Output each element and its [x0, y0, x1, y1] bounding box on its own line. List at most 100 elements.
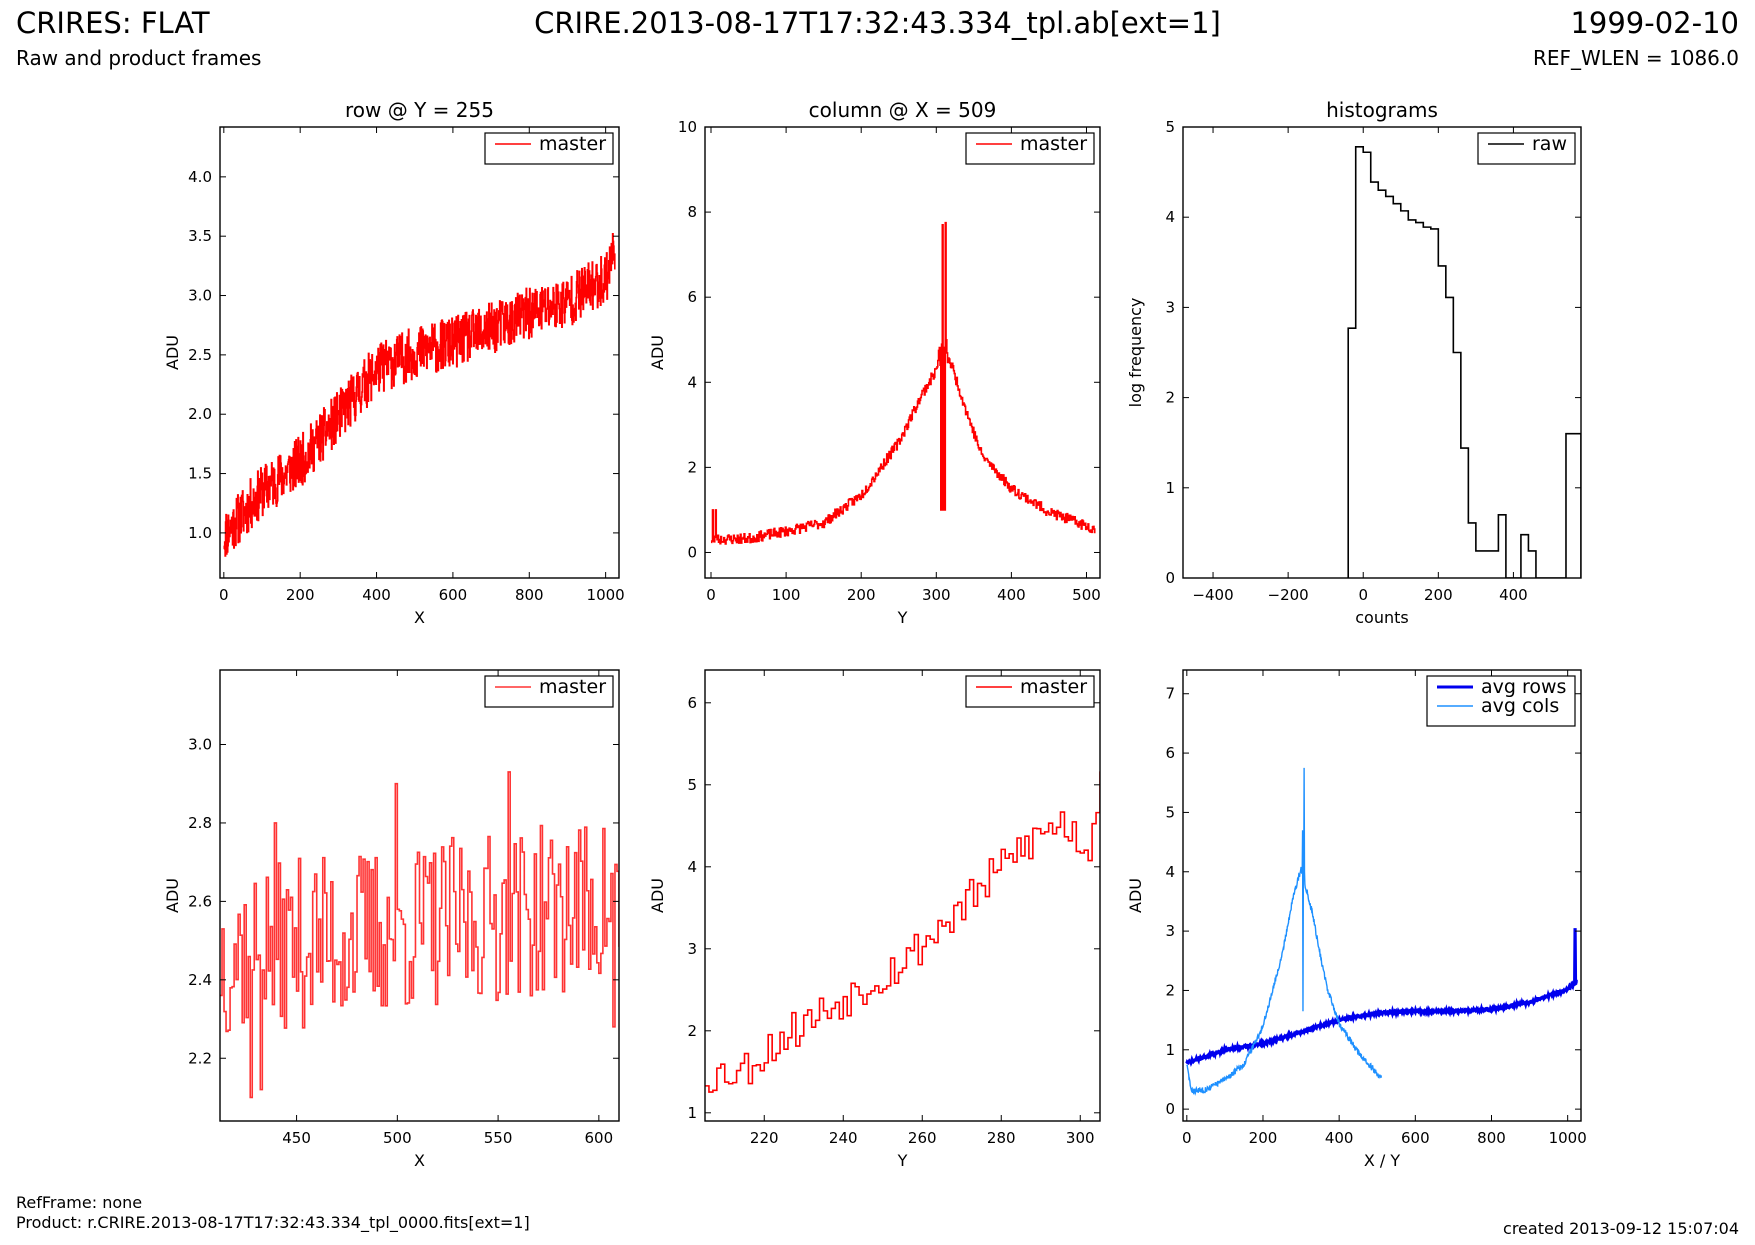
chart-row-zoom: 450 500 550 600 2.2 2.4 2.6 2.8 3.0 X ADU master: [163, 669, 620, 1170]
legend-label: master: [539, 133, 606, 155]
y-tick-label: 0: [1165, 1100, 1175, 1118]
y-axis-label: ADU: [163, 335, 182, 370]
x-tick-label: 200: [1424, 586, 1453, 604]
x-axis-label: Y: [897, 1151, 908, 1170]
x-tick-label: 450: [282, 1129, 311, 1147]
histogram-bin: [1423, 227, 1431, 578]
y-tick-label: 10: [678, 118, 697, 136]
x-tick-label: 220: [750, 1129, 779, 1147]
y-tick-label: 4: [1165, 863, 1175, 881]
x-tick-label: 200: [286, 586, 315, 604]
x-tick-label: 0: [1358, 586, 1368, 604]
legend: master: [965, 132, 1095, 165]
y-tick-label: 1.0: [188, 524, 212, 542]
histogram-bin: [1348, 328, 1356, 578]
legend-box: [484, 675, 614, 708]
histogram-bin: [1438, 266, 1446, 578]
histogram-bin: [1528, 551, 1536, 578]
x-tick-label: 240: [829, 1129, 858, 1147]
plot-frame: [1182, 669, 1582, 1122]
histogram-bin: [1378, 190, 1386, 578]
histogram-bin: [1566, 434, 1574, 578]
x-axis-label: X: [414, 608, 425, 627]
legend: master: [484, 675, 614, 708]
plot-area: [220, 771, 619, 1099]
x-tick-label: −200: [1268, 586, 1309, 604]
product-label: Product: r.CRIRE.2013-08-17T17:32:43.334…: [16, 1213, 530, 1232]
series-line-avg-rows: [1185, 928, 1579, 1068]
series-line-avg-cols: [1186, 767, 1383, 1096]
legend: master: [484, 132, 614, 165]
legend-label: raw: [1532, 133, 1567, 155]
x-tick-label: 0: [706, 586, 716, 604]
y-tick-label: 2: [687, 1022, 697, 1040]
y-tick-label: 1: [1165, 1041, 1175, 1059]
plot-area: [1185, 767, 1579, 1096]
histogram-bin: [1461, 448, 1469, 578]
y-tick-label: 1: [687, 1104, 697, 1122]
y-tick-label: 4: [1165, 208, 1175, 226]
histogram-bin: [1498, 515, 1506, 578]
x-axis-label: Y: [897, 608, 908, 627]
x-tick-label: −400: [1192, 586, 1233, 604]
chart-title: histograms: [1326, 98, 1438, 122]
plot-frame: [219, 669, 620, 1122]
legend-label: master: [1020, 133, 1087, 155]
y-tick-label: 2: [1165, 981, 1175, 999]
histogram-bin: [1468, 523, 1476, 578]
histogram-bin: [1483, 551, 1491, 578]
y-tick-label: 1.5: [188, 465, 212, 483]
x-tick-label: 260: [908, 1129, 937, 1147]
x-tick-label: 200: [847, 586, 876, 604]
chart-row-full: 0 200 400 600 800 1000 1.0 1.5 2.0 2.5 3.0 3.5 4.0 ro…: [163, 98, 625, 627]
histogram-bin: [1401, 211, 1409, 578]
legend-box: [1477, 132, 1576, 165]
legend-box: [965, 675, 1095, 708]
x-tick-label: 400: [1499, 586, 1528, 604]
plot-area: [705, 771, 1100, 1093]
x-tick-label: 400: [362, 586, 391, 604]
histogram-bin: [1386, 196, 1394, 578]
x-tick-label: 800: [1477, 1129, 1506, 1147]
series-line-master: [223, 232, 616, 557]
y-tick-label: 3: [1165, 298, 1175, 316]
series-line-master: [705, 771, 1100, 1093]
histogram-outline: [1347, 146, 1581, 578]
page-subtitle: Raw and product frames: [16, 46, 262, 70]
histogram-bin: [1453, 353, 1461, 579]
x-tick-label: 280: [987, 1129, 1016, 1147]
histogram-bin: [1416, 223, 1424, 578]
x-tick-label: 600: [439, 586, 468, 604]
chart-col-zoom: 220 240 260 280 300 1 2 3 4 5 6 Y ADU master: [648, 669, 1101, 1170]
series-line-master: [710, 221, 1096, 545]
y-tick-label: 6: [1165, 744, 1175, 762]
histogram-bin: [1363, 152, 1371, 578]
y-tick-label: 0: [1165, 569, 1175, 587]
x-tick-label: 0: [1182, 1129, 1192, 1147]
observation-date: 1999-02-10: [1570, 6, 1739, 40]
page-title: CRIRES: FLAT: [16, 6, 210, 40]
y-tick-label: 4: [687, 858, 697, 876]
x-tick-label: 100: [772, 586, 801, 604]
chart-histogram: −400 −200 0 200 400 0 1 2 3 4 5 histograms counts log…: [1126, 98, 1582, 627]
histogram-bin: [1408, 220, 1416, 578]
x-tick-label: 1000: [587, 586, 625, 604]
legend-box: [1426, 675, 1576, 727]
y-tick-label: 4: [687, 373, 697, 391]
x-tick-label: 300: [1066, 1129, 1095, 1147]
histogram-bin: [1393, 204, 1401, 578]
x-tick-label: 500: [383, 1129, 412, 1147]
x-tick-label: 300: [922, 586, 951, 604]
y-tick-label: 2.0: [188, 405, 212, 423]
histogram-bin: [1446, 297, 1454, 578]
x-axis-label: X / Y: [1364, 1151, 1401, 1170]
plot-frame: [219, 126, 620, 579]
legend-box: [965, 132, 1095, 165]
y-axis-label: log frequency: [1126, 298, 1145, 408]
x-tick-label: 1000: [1549, 1129, 1587, 1147]
y-tick-label: 2: [687, 458, 697, 476]
chart-title: column @ X = 509: [809, 98, 997, 122]
y-tick-label: 2.5: [188, 346, 212, 364]
